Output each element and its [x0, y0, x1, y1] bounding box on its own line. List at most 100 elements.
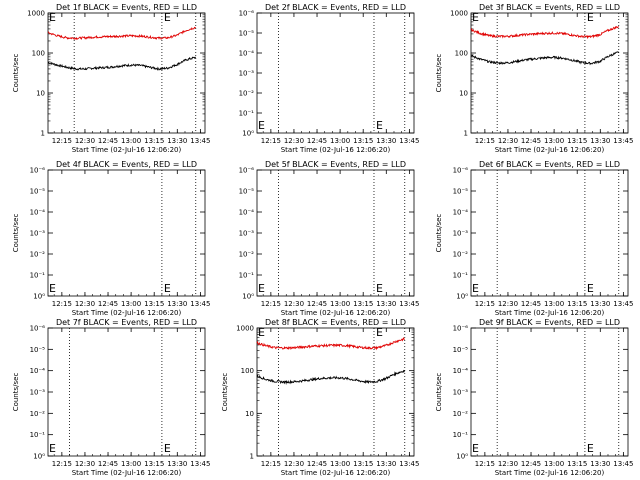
x-tick-label: 13:45 — [399, 300, 419, 308]
x-tick-label: 13:45 — [190, 137, 210, 145]
x-tick-label: 13:15 — [567, 137, 587, 145]
x-tick-label: 12:45 — [98, 460, 118, 468]
y-axis-label: Counts/sec — [12, 373, 20, 412]
x-tick-label: 13:30 — [376, 460, 396, 468]
x-tick-label: 12:30 — [498, 460, 518, 468]
x-tick-label: 13:00 — [330, 460, 350, 468]
y-tick-label: 100 — [455, 50, 468, 58]
panel-6: Det 6f BLACK = Events, RED = LLD 10⁰ 10⁻¹ 1… — [435, 160, 633, 317]
x-tick-label: 12:30 — [498, 137, 518, 145]
plot-frame — [470, 169, 629, 297]
x-axis-label: Start Time (02-Jul-16 12:06:20) — [72, 146, 182, 154]
panel-title: Det 7f BLACK = Events, RED = LLD — [56, 318, 197, 327]
event-marker-label: E — [258, 326, 265, 339]
y-tick-label: 10⁻² — [239, 251, 255, 259]
y-tick-label: 10⁻¹ — [30, 431, 46, 439]
event-marker-label: E — [49, 282, 56, 295]
x-tick-label: 12:45 — [307, 460, 327, 468]
event-marker-label: E — [472, 11, 479, 24]
x-axis-label: Start Time (02-Jul-16 12:06:20) — [495, 146, 605, 154]
x-tick-label: 13:15 — [567, 300, 587, 308]
panel-title: Det 1f BLACK = Events, RED = LLD — [56, 3, 197, 12]
x-tick-label: 12:30 — [284, 300, 304, 308]
event-marker-label: E — [164, 282, 171, 295]
y-axis-label: Counts/sec — [435, 373, 443, 412]
x-tick-label: 13:00 — [544, 137, 564, 145]
plot-frame — [256, 169, 415, 297]
x-tick-label: 12:30 — [284, 460, 304, 468]
panel-1: Det 1f BLACK = Events, RED = LLD 1 10 100 10… — [12, 3, 210, 154]
x-tick-label: 13:00 — [121, 300, 141, 308]
y-tick-label: 1 — [250, 453, 254, 461]
x-tick-label: 12:15 — [261, 300, 281, 308]
x-axis-label: Start Time (02-Jul-16 12:06:20) — [281, 146, 391, 154]
x-tick-label: 12:30 — [284, 137, 304, 145]
x-tick-label: 13:15 — [144, 137, 164, 145]
plot-frame — [47, 169, 206, 297]
x-tick-label: 13:00 — [330, 137, 350, 145]
y-tick-label: 10⁻⁶ — [239, 10, 255, 18]
x-tick-label: 13:00 — [121, 137, 141, 145]
x-tick-label: 13:45 — [190, 460, 210, 468]
y-tick-label: 10⁻³ — [239, 70, 255, 78]
y-tick-label: 10⁻⁴ — [239, 209, 255, 217]
event-marker-label: E — [472, 282, 479, 295]
x-tick-label: 13:00 — [330, 300, 350, 308]
series-events-line — [48, 56, 196, 71]
y-tick-label: 10⁻⁶ — [30, 167, 46, 175]
plot-frame — [256, 327, 415, 457]
y-axis-label: Counts/sec — [12, 54, 20, 93]
y-tick-label: 10⁻¹ — [453, 431, 469, 439]
y-tick-label: 10 — [245, 410, 254, 418]
x-tick-label: 12:15 — [475, 460, 495, 468]
x-tick-label: 12:30 — [75, 460, 95, 468]
x-tick-label: 12:15 — [261, 137, 281, 145]
x-tick-label: 12:30 — [75, 300, 95, 308]
x-tick-label: 12:15 — [475, 300, 495, 308]
y-tick-label: 1000 — [27, 10, 45, 18]
y-tick-label: 10⁻² — [30, 410, 46, 418]
x-tick-label: 13:30 — [167, 460, 187, 468]
y-tick-label: 10⁰ — [456, 293, 468, 301]
x-tick-label: 12:45 — [521, 300, 541, 308]
plot-frame — [256, 12, 415, 134]
y-tick-label: 10⁰ — [33, 293, 45, 301]
y-tick-label: 10⁻⁵ — [453, 346, 469, 354]
y-tick-label: 10⁻⁴ — [453, 209, 469, 217]
x-axis-label: Start Time (02-Jul-16 12:06:20) — [281, 309, 391, 317]
plot-frame — [470, 12, 629, 134]
series-lld-line — [47, 26, 196, 41]
x-tick-label: 13:45 — [613, 137, 633, 145]
panel-4: Det 4f BLACK = Events, RED = LLD 10⁰ 10⁻¹ 1… — [12, 160, 210, 317]
y-tick-label: 10⁻⁴ — [30, 367, 46, 375]
y-tick-label: 10⁻⁶ — [453, 325, 469, 333]
event-marker-label: E — [164, 442, 171, 455]
event-marker-label: E — [587, 442, 594, 455]
y-tick-label: 10⁻⁴ — [30, 209, 46, 217]
x-axis-label: Start Time (02-Jul-16 12:06:20) — [495, 469, 605, 477]
y-tick-label: 10⁻⁶ — [239, 167, 255, 175]
y-axis-label: Counts/sec — [12, 214, 20, 253]
y-tick-label: 10⁰ — [33, 453, 45, 461]
event-marker-label: E — [472, 442, 479, 455]
y-tick-label: 10⁻³ — [453, 389, 469, 397]
panel-5: Det 5f BLACK = Events, RED = LLD 10⁰ 10⁻¹ 1… — [239, 160, 420, 317]
plot-frame — [470, 327, 629, 457]
y-axis-label: Counts/sec — [435, 54, 443, 93]
x-tick-label: 13:15 — [353, 460, 373, 468]
y-tick-label: 10⁻⁶ — [453, 167, 469, 175]
panel-title: Det 5f BLACK = Events, RED = LLD — [265, 160, 406, 169]
y-tick-label: 10⁻² — [30, 251, 46, 259]
y-tick-label: 10⁻⁵ — [30, 346, 46, 354]
y-tick-label: 10⁻⁴ — [239, 50, 255, 58]
x-tick-label: 12:45 — [521, 460, 541, 468]
y-tick-label: 10⁻⁶ — [30, 325, 46, 333]
x-tick-label: 13:30 — [376, 300, 396, 308]
x-tick-label: 13:00 — [544, 460, 564, 468]
x-tick-label: 12:45 — [521, 137, 541, 145]
x-tick-label: 12:15 — [52, 460, 72, 468]
event-marker-label: E — [49, 442, 56, 455]
panel-2: Det 2f BLACK = Events, RED = LLD 10⁰ 10⁻¹ 1… — [239, 3, 420, 154]
event-marker-label: E — [258, 119, 265, 132]
